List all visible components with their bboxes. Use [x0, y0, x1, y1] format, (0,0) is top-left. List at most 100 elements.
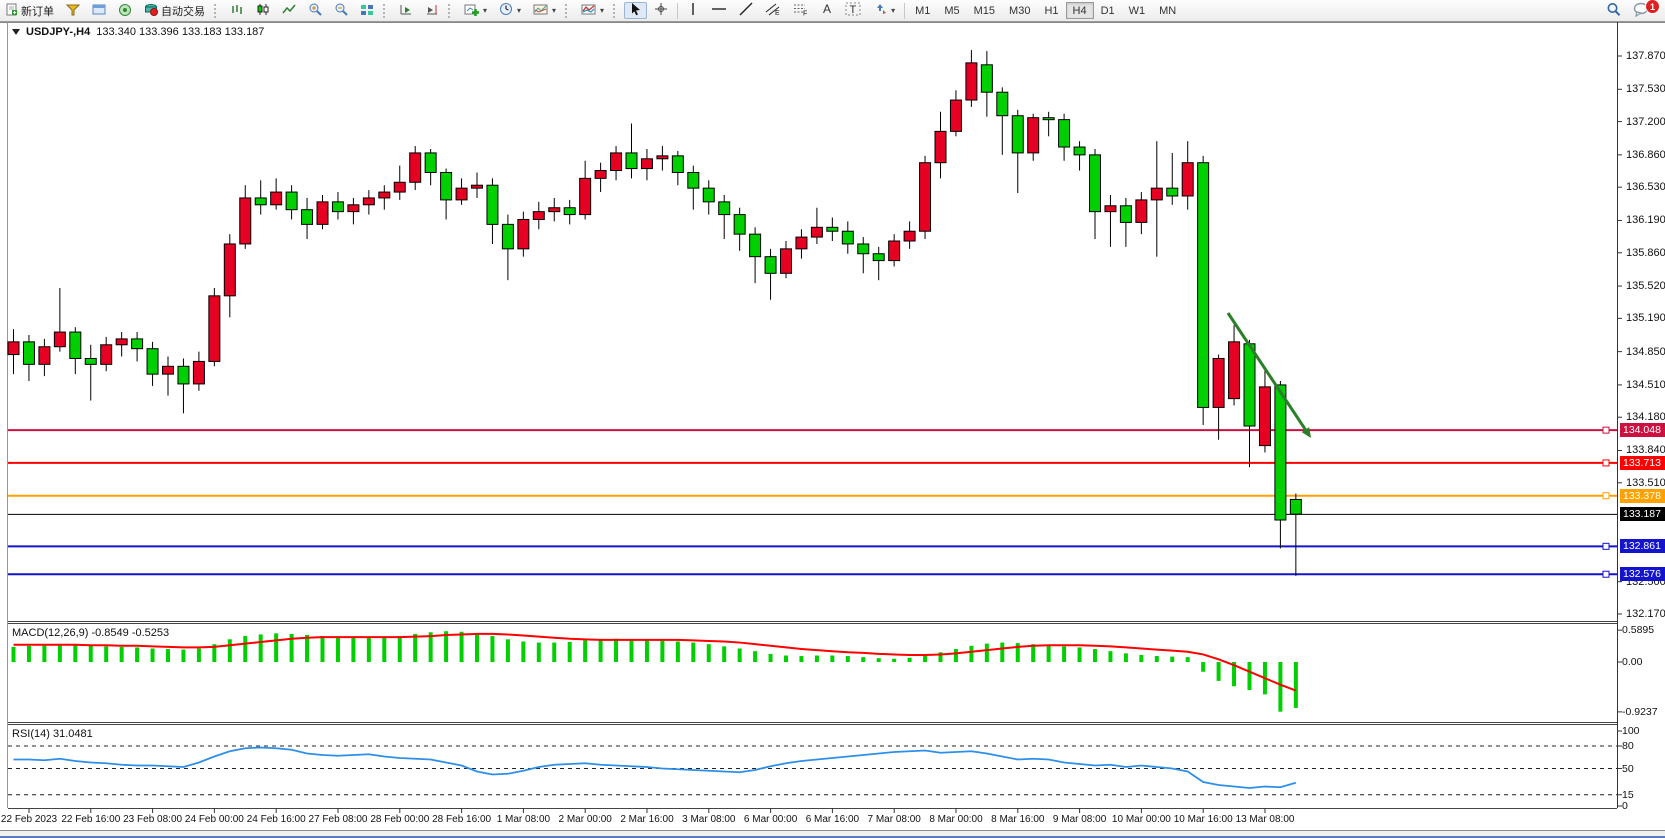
chart-window[interactable]: USDJPY-,H4 133.340 133.396 133.183 133.1…: [0, 22, 1665, 838]
line-endpoint-marker: [1602, 570, 1610, 578]
timeframe-d1-button[interactable]: D1: [1100, 4, 1115, 17]
macd-histogram-bar: [1139, 654, 1144, 662]
macd-histogram-bar: [413, 633, 418, 662]
text-button[interactable]: A: [816, 2, 838, 19]
macd-scale-label: 0.5895: [1622, 624, 1655, 637]
fibonacci-icon: F: [793, 2, 809, 19]
candlestick-chart-icon: [256, 3, 270, 19]
chevron-down-icon: ▾: [600, 6, 605, 15]
auto-scroll-button[interactable]: [394, 2, 418, 19]
candle-body: [424, 152, 437, 173]
templates-button[interactable]: ▾: [528, 2, 561, 19]
price-axis-label: 132.170: [1626, 607, 1665, 620]
candle-body: [749, 233, 762, 258]
candle-body: [208, 295, 221, 362]
line-chart-button[interactable]: [277, 2, 301, 19]
macd-signal-line: [13, 632, 1297, 692]
candle-body: [239, 197, 252, 245]
timeframe-m30-button[interactable]: M30: [1009, 4, 1031, 17]
macd-histogram-bar: [150, 648, 155, 662]
candle-body: [69, 331, 82, 359]
search-button[interactable]: [1601, 2, 1626, 19]
funnel-button[interactable]: [61, 2, 85, 19]
candle-body: [1119, 205, 1132, 223]
timeframe-h4-button[interactable]: H4: [1065, 2, 1094, 19]
svg-text:F: F: [803, 11, 807, 17]
price-level-tag: 133.713: [1620, 455, 1665, 470]
candle-body: [656, 155, 669, 160]
timeframe-m1-button[interactable]: M1: [915, 4, 931, 17]
macd-scale-label: 0.00: [1622, 656, 1643, 668]
candle-body: [687, 171, 700, 189]
new-order-button[interactable]: 新订单: [1, 2, 59, 19]
periods-button[interactable]: ▾: [494, 2, 526, 19]
macd-histogram-bar: [892, 658, 897, 662]
autotrade-button[interactable]: 自动交易: [139, 2, 210, 19]
horizontal-line-icon: [711, 2, 727, 19]
candle-body: [347, 204, 360, 213]
terminal-window-icon: [92, 3, 106, 19]
signal-button[interactable]: [113, 2, 137, 19]
macd-histogram-bar: [814, 655, 819, 662]
candle-body: [1058, 119, 1071, 148]
timeframe-mn-button[interactable]: MN: [1159, 4, 1177, 17]
equidistant-channel-button[interactable]: E: [760, 2, 786, 19]
macd-histogram-bar: [521, 641, 526, 662]
candle-body: [1027, 117, 1040, 154]
timeframe-m5-button[interactable]: M5: [944, 4, 960, 17]
chart-symbol-period: USDJPY-,H4: [26, 26, 91, 38]
zoom-in-button[interactable]: [303, 2, 327, 19]
fibonacci-button[interactable]: F: [788, 2, 814, 19]
rsi-scale-label: 50: [1622, 762, 1634, 775]
tile-windows-button[interactable]: [355, 2, 379, 19]
date-axis-label: 1 Mar 08:00: [496, 814, 551, 825]
price-axis-label: 133.840: [1626, 444, 1665, 457]
candle-body: [301, 209, 314, 225]
macd-histogram-bar: [320, 636, 325, 662]
timeframe-m15-button[interactable]: M15: [973, 4, 996, 17]
candle-body: [100, 344, 113, 365]
macd-histogram-bar: [366, 637, 371, 662]
terminal-button[interactable]: [87, 2, 111, 19]
candle-body: [1181, 162, 1194, 197]
price-axis-label: 136.190: [1626, 214, 1665, 227]
macd-histogram-bar: [614, 638, 619, 662]
trendline-icon: [739, 2, 753, 19]
chart-menu-toggle-icon[interactable]: [12, 29, 20, 35]
signal-icon: [118, 3, 132, 19]
arrows-button[interactable]: ▾: [868, 2, 900, 19]
candle-body: [53, 331, 66, 348]
trendline-button[interactable]: [734, 2, 758, 19]
macd-histogram-bar: [1216, 662, 1221, 681]
cursor-button[interactable]: [624, 2, 648, 19]
chart-plot[interactable]: [0, 22, 1665, 837]
candlestick-chart-button[interactable]: [251, 2, 275, 19]
macd-histogram-bar: [737, 648, 742, 662]
new-chart-button[interactable]: ▾: [459, 2, 492, 19]
chart-shift-button[interactable]: [420, 2, 444, 19]
zoom-out-button[interactable]: [329, 2, 353, 19]
indicators-button[interactable]: ▾: [576, 2, 609, 19]
crosshair-button[interactable]: [649, 2, 673, 19]
candle-body: [671, 155, 684, 173]
timeframe-h1-button[interactable]: H1: [1044, 4, 1059, 17]
templates-icon: [533, 3, 548, 19]
trend-arrow-annotation[interactable]: [1226, 312, 1309, 433]
rsi-scale-label: 80: [1622, 740, 1634, 752]
macd-histogram-bar: [938, 652, 943, 662]
candle-body: [1150, 187, 1163, 201]
timeframe-w1-button[interactable]: W1: [1128, 4, 1146, 17]
macd-histogram-bar: [1062, 646, 1067, 662]
candle-body: [501, 223, 514, 250]
chat-button[interactable]: 1: [1628, 0, 1660, 19]
text-label-button[interactable]: T: [840, 2, 866, 19]
date-axis-label: 22 Feb 16:00: [61, 814, 121, 825]
candle-body: [409, 152, 422, 183]
horizontal-line-button[interactable]: [706, 2, 732, 19]
bar-chart-button[interactable]: [225, 2, 249, 19]
vertical-line-button[interactable]: [682, 2, 704, 19]
date-axis-label: 13 Mar 08:00: [1235, 814, 1295, 825]
search-icon: [1606, 2, 1621, 20]
rsi-scale-label: 15: [1622, 788, 1634, 801]
candle-body: [841, 230, 854, 245]
